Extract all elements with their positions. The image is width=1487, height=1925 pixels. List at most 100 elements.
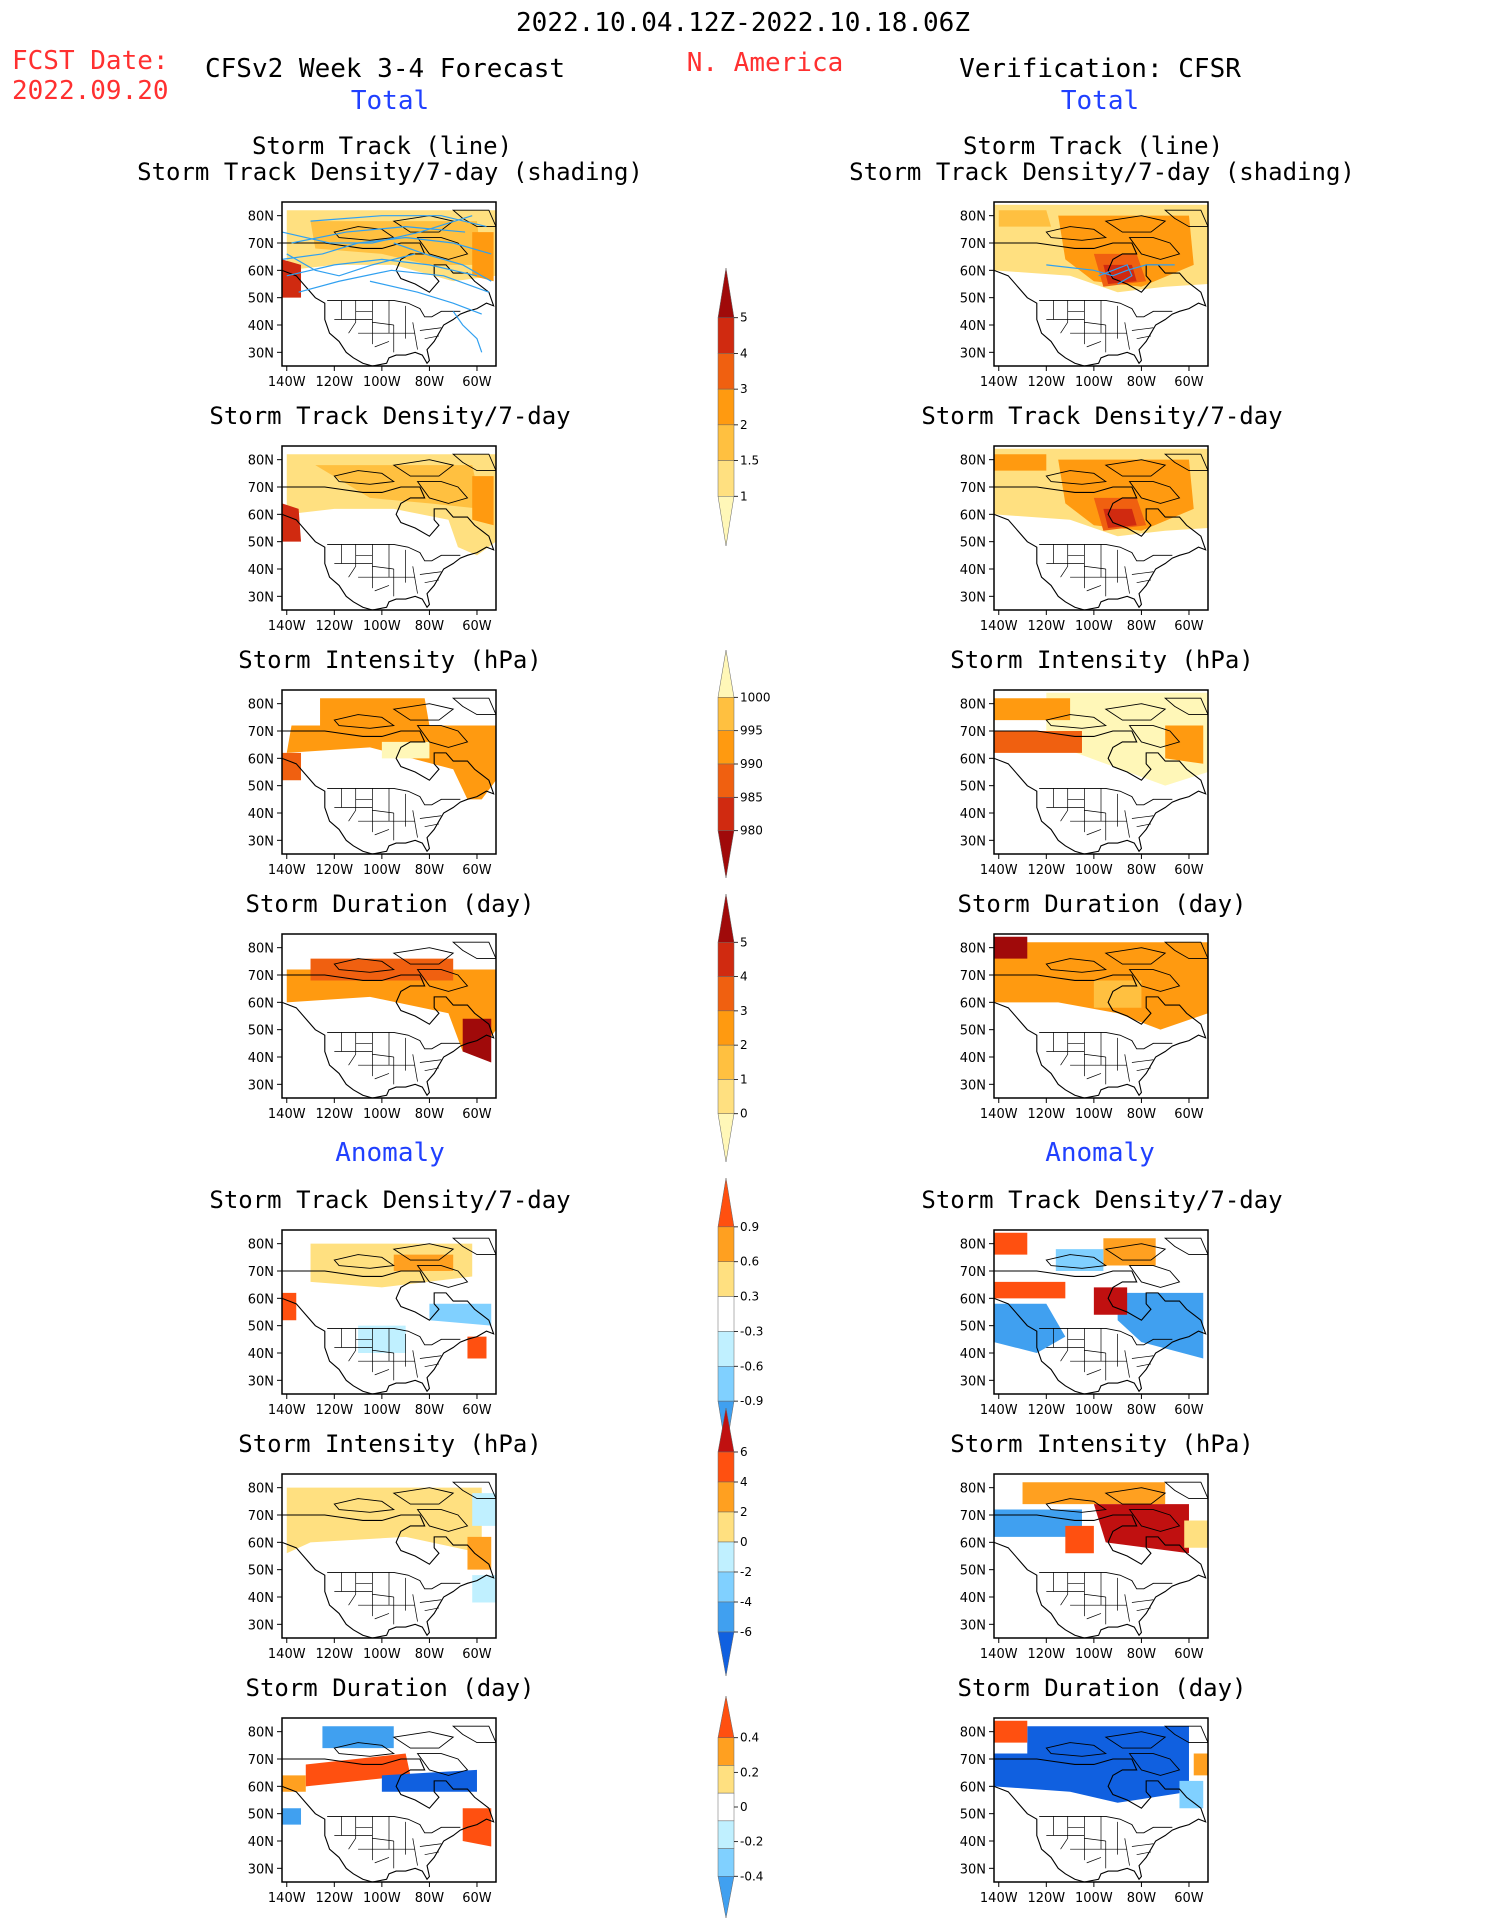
- map-density-total-forecast: 80N 70N 60N 50N 40N 30N 140W 120W 100W 80W 60W: [248, 445, 497, 634]
- coastline: [282, 974, 495, 1098]
- colorbar-label: -0.6: [740, 1359, 763, 1373]
- shaded-region-3: [1193, 1753, 1208, 1776]
- state-line-9: [1084, 1593, 1106, 1598]
- arctic-island-0: [1045, 1254, 1107, 1269]
- arctic-island-2: [416, 1509, 469, 1532]
- state-line-12: [1086, 1613, 1102, 1620]
- lat-tick-label: 80N: [960, 1238, 986, 1253]
- lon-tick-label: 80W: [415, 1647, 445, 1662]
- panel-title-duration-total-left: Storm Duration (day): [245, 890, 535, 918]
- panel-title-intensity-anom-left: Storm Intensity (hPa): [238, 1430, 542, 1458]
- state-line-9: [1084, 565, 1106, 570]
- lat-tick-label: 60N: [960, 1780, 986, 1795]
- state-line-12: [1086, 585, 1102, 592]
- lon-tick-label: 60W: [1174, 1891, 1204, 1906]
- lat-tick-label: 40N: [248, 1347, 274, 1362]
- lat-tick-label: 70N: [960, 725, 986, 740]
- colorbar-swatch: [717, 797, 735, 831]
- lat-tick-label: 40N: [960, 563, 986, 578]
- colorbar-label: 0: [740, 1107, 748, 1121]
- storm-track-line-5: [369, 280, 482, 315]
- map-layers: [282, 202, 496, 366]
- map-duration-total-cfsr: 80N 70N 60N 50N 40N 30N 140W 120W 100W 80W 60W: [960, 933, 1209, 1122]
- shaded-region-2: [994, 731, 1082, 753]
- border-us-canada: [1039, 543, 1173, 562]
- lat-tick-label: 70N: [960, 237, 986, 252]
- arctic-island-3: [451, 453, 496, 472]
- panel-title-intensity-total-left: Storm Intensity (hPa): [238, 646, 542, 674]
- shaded-region-0: [994, 1303, 1066, 1353]
- state-line-9: [1084, 321, 1106, 326]
- colorbar-label: 980: [740, 824, 763, 838]
- lat-tick-label: 60N: [960, 1536, 986, 1551]
- state-line-9: [372, 809, 394, 814]
- lat-tick-label: 50N: [248, 1808, 274, 1823]
- coastline: [282, 486, 495, 610]
- colorbar-label: 0.3: [740, 1290, 759, 1304]
- colorbar-swatch: [717, 460, 735, 497]
- colorbar-label: 1: [740, 489, 748, 503]
- colorbar-arrow-top: [717, 893, 735, 943]
- map-intensity-total-forecast: 80N 70N 60N 50N 40N 30N 140W 120W 100W 80W 60W: [248, 689, 497, 878]
- lat-tick-label: 80N: [960, 942, 986, 957]
- colorbar-swatch: [717, 1765, 735, 1794]
- colorbar-arrow-top: [717, 1407, 735, 1453]
- border-us-canada: [327, 1031, 461, 1050]
- shaded-region-2: [1058, 215, 1194, 287]
- lon-tick-label: 60W: [1174, 375, 1204, 390]
- lat-tick-label: 30N: [960, 1078, 986, 1093]
- state-line-13: [419, 1059, 442, 1063]
- state-line-1: [348, 300, 357, 334]
- lon-tick-label: 120W: [1027, 1107, 1065, 1122]
- colorbar-label: -0.4: [740, 1869, 763, 1883]
- lon-tick-label: 120W: [1027, 1403, 1065, 1418]
- shaded-region-4: [358, 1325, 406, 1353]
- lon-tick-label: 120W: [315, 1403, 353, 1418]
- shaded-region-5: [467, 1336, 487, 1359]
- arctic-island-3: [451, 1725, 496, 1744]
- arctic-island-1: [1104, 1487, 1167, 1505]
- shaded-region-2: [381, 1769, 477, 1792]
- colorbar-body: [717, 1177, 735, 1451]
- colorbar-arrow-top: [717, 267, 735, 318]
- shaded-region-0: [1022, 1482, 1166, 1505]
- state-line-1: [1060, 544, 1069, 578]
- arctic-island-3: [1163, 1237, 1208, 1256]
- state-line-13: [419, 815, 442, 819]
- state-line-14: [1136, 1363, 1151, 1368]
- lon-tick-label: 120W: [1027, 619, 1065, 634]
- lat-tick-label: 50N: [248, 1024, 274, 1039]
- state-line-12: [374, 829, 390, 836]
- shaded-region-2: [1093, 980, 1142, 1008]
- colorbar-arrow-bottom: [717, 830, 735, 879]
- lat-tick-label: 50N: [248, 780, 274, 795]
- lat-tick-label: 80N: [960, 454, 986, 469]
- coastline: [282, 1758, 495, 1882]
- region-title: N. America: [686, 48, 844, 78]
- lon-tick-label: 100W: [1075, 1403, 1113, 1418]
- map-frame: [281, 1473, 497, 1639]
- model-title: CFSv2 Week 3-4 Forecast: [205, 54, 566, 84]
- border-us-canada: [1039, 1571, 1173, 1590]
- lon-tick-label: 80W: [1127, 863, 1157, 878]
- colorbar-arrow-bottom: [717, 1876, 735, 1919]
- state-line-14: [1136, 579, 1151, 584]
- lon-tick-label: 140W: [268, 1891, 306, 1906]
- lat-tick-label: 50N: [960, 1564, 986, 1579]
- lat-tick-label: 50N: [960, 1320, 986, 1335]
- lat-tick-label: 60N: [960, 752, 986, 767]
- state-line-13: [419, 571, 442, 575]
- arctic-island-2: [416, 481, 469, 504]
- colorbar-label: 0: [740, 1535, 748, 1549]
- lon-tick-label: 100W: [363, 863, 401, 878]
- lat-tick-label: 30N: [960, 1618, 986, 1633]
- shaded-region-1: [994, 936, 1028, 959]
- state-line-9: [1084, 1053, 1106, 1058]
- arctic-island-0: [1045, 470, 1107, 485]
- lat-tick-label: 40N: [248, 1835, 274, 1850]
- state-line-12: [374, 1073, 390, 1080]
- lon-tick-label: 120W: [315, 619, 353, 634]
- arctic-island-2: [1128, 237, 1181, 260]
- lon-tick-label: 100W: [1075, 1891, 1113, 1906]
- colorbar-swatch: [717, 388, 735, 426]
